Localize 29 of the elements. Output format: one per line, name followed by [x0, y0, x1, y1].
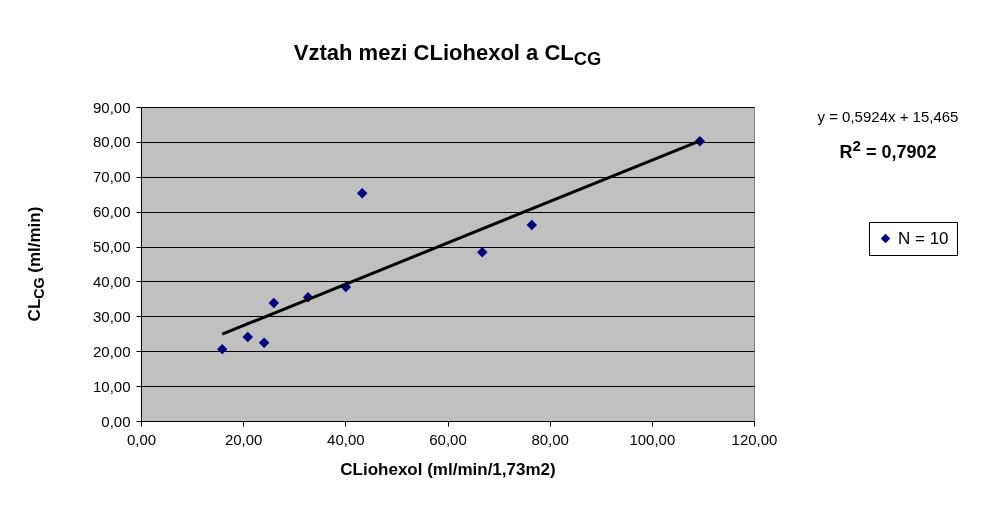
point	[268, 297, 280, 309]
point	[242, 331, 254, 343]
y-tick-label: 40,00	[92, 272, 131, 290]
x-tick-label: 0,00	[126, 430, 157, 448]
point	[356, 187, 368, 199]
x-tick-label: 60,00	[429, 430, 467, 448]
x-tick-label: 20,00	[224, 430, 263, 448]
chart-title: Vztah mezi CLiohexol a CL$_{CG}$	[292, 40, 603, 71]
point	[476, 246, 488, 258]
y-tick-label: 10,00	[92, 377, 131, 395]
x-tick-label: 100,00	[629, 430, 676, 448]
y-tick-label: 90,00	[92, 98, 131, 116]
y-tick-label: 0,00	[101, 412, 131, 430]
y-tick-label: 30,00	[92, 307, 131, 325]
point	[216, 343, 228, 355]
legend-label: N = 10	[898, 228, 949, 248]
y-tick-label: 80,00	[92, 133, 131, 151]
y-tick-label: 70,00	[92, 168, 131, 186]
x-tick-label: 120,00	[731, 430, 778, 448]
text: y = 0,5924x + 15,465	[816, 108, 960, 125]
x-tick-label: 40,00	[327, 430, 365, 448]
point	[526, 219, 538, 231]
y-tick-label: 50,00	[92, 238, 131, 256]
point	[258, 337, 270, 349]
x-tick-label: 80,00	[531, 430, 569, 448]
y-tick-label: 60,00	[92, 203, 131, 221]
x-axis-title: CLiohexol (ml/min/1,73m2)	[340, 459, 556, 479]
text: R$^{2}$ = 0,7902	[838, 137, 938, 163]
y-tick-label: 20,00	[92, 342, 131, 360]
